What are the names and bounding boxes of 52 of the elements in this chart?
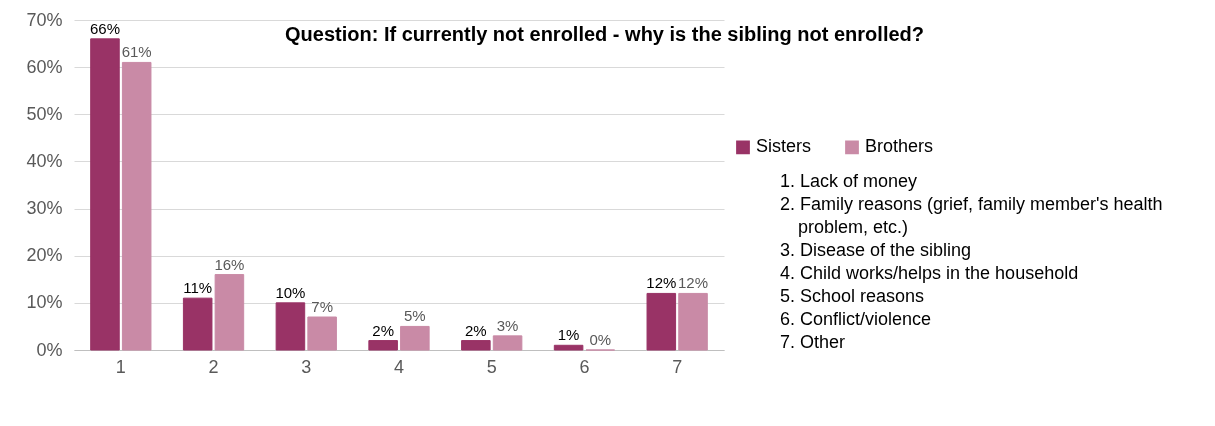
bar: [400, 325, 430, 351]
chart-title: Question: If currently not enrolled - why is the sibling not enrolled?: [285, 23, 924, 45]
text: 4. Child works/helps in the household: [780, 262, 1080, 285]
bar: [307, 316, 337, 351]
text: 3. Disease of the sibling: [780, 239, 973, 262]
bar: [90, 38, 120, 351]
y-tick-label: 10%: [26, 292, 63, 313]
data-label: 12%: [678, 274, 709, 292]
data-label: 3%: [496, 316, 519, 334]
legend-label: Sisters: [756, 136, 812, 157]
text: 5. School reasons: [780, 285, 926, 308]
data-label: 0%: [589, 331, 612, 348]
bar: [182, 297, 213, 351]
x-tick-label: 3: [301, 356, 312, 377]
data-label: 2%: [465, 321, 487, 339]
data-label: 61%: [121, 43, 152, 61]
bar: [553, 344, 584, 351]
bar: [461, 340, 491, 351]
text: 1. Lack of money: [780, 170, 919, 193]
x-tick-label: 6: [579, 356, 590, 377]
bar: [646, 292, 677, 351]
y-tick-label: 70%: [26, 9, 63, 30]
data-label: 66%: [89, 19, 120, 37]
data-label: 11%: [183, 279, 213, 297]
bar: [214, 274, 245, 351]
y-tick-label: 50%: [26, 103, 63, 124]
data-label: 1%: [557, 326, 580, 344]
y-tick-label: 40%: [26, 150, 63, 171]
y-tick-label: 60%: [26, 56, 63, 77]
bar: [275, 302, 306, 351]
data-label: 16%: [214, 255, 245, 273]
x-tick-label: 4: [393, 356, 405, 377]
data-label: 7%: [311, 298, 333, 315]
data-label: 2%: [372, 321, 394, 339]
bar: [368, 340, 398, 351]
y-tick-label: 30%: [26, 198, 63, 219]
y-tick-label: 0%: [36, 339, 63, 360]
data-label: 12%: [646, 274, 677, 292]
bar: [492, 335, 523, 351]
x-tick-label: 1: [115, 356, 126, 377]
text: 6. Conflict/violence: [780, 308, 933, 331]
bar: [121, 61, 152, 351]
x-tick-label: 2: [208, 356, 219, 377]
y-tick-label: 20%: [26, 245, 63, 266]
x-tick-label: 5: [486, 356, 497, 377]
text: 2. Family reasons (grief, family member's health problem, etc.): [780, 193, 1164, 239]
data-label: 5%: [404, 307, 426, 325]
legend-label: Brothers: [865, 136, 934, 157]
data-label: 10%: [275, 283, 306, 301]
x-tick-label: 7: [672, 356, 683, 377]
bar: [678, 292, 708, 351]
text: 7. Other: [780, 331, 847, 354]
